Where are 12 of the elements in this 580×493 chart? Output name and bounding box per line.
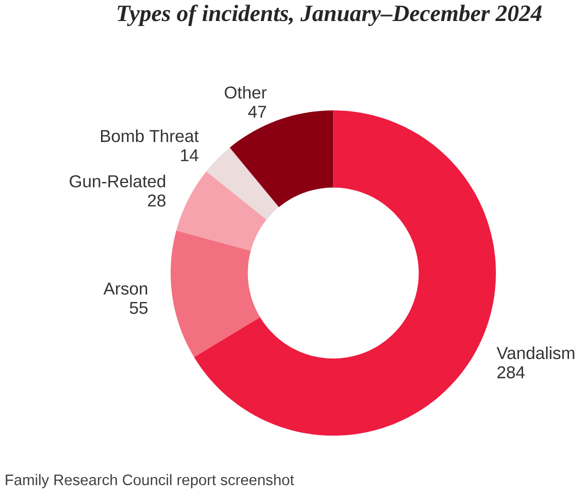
data-label: 14: [181, 149, 198, 162]
slice-label: Bomb Threat: [101, 130, 199, 142]
slice-label: Vandalism: [496, 346, 574, 360]
chart-title: Types of incidents, January–December 2024: [118, 4, 542, 26]
data-label: 284: [497, 366, 525, 378]
slice-label: Other: [224, 86, 267, 99]
slice-label: Arson: [103, 282, 148, 295]
data-label: 55: [130, 302, 148, 314]
text: Family Research Council report screenshot: [6, 474, 294, 488]
slice-label: Gun-Related: [70, 174, 166, 188]
data-label: 47: [248, 106, 266, 118]
data-label: 28: [148, 194, 166, 207]
